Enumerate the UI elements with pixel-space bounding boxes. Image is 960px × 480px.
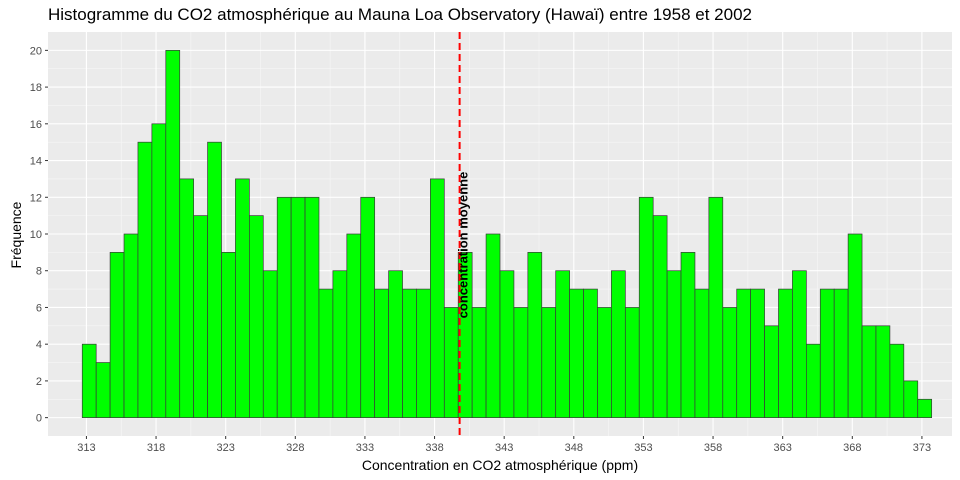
histogram-bar bbox=[903, 380, 919, 418]
x-tick-label: 318 bbox=[147, 442, 165, 454]
y-tick-label: 0 bbox=[36, 413, 42, 425]
x-tick-label: 333 bbox=[356, 442, 374, 454]
histogram-bar bbox=[847, 233, 863, 418]
histogram-bar bbox=[722, 307, 738, 418]
histogram-bar bbox=[276, 196, 292, 418]
histogram-bar bbox=[889, 343, 905, 418]
histogram-bar bbox=[708, 196, 724, 418]
y-tick-label: 2 bbox=[36, 376, 42, 388]
histogram-bar bbox=[179, 178, 195, 418]
x-tick-label: 313 bbox=[77, 442, 95, 454]
histogram-bar bbox=[165, 50, 181, 418]
histogram-bar bbox=[207, 141, 222, 418]
x-tick-label: 363 bbox=[773, 442, 791, 454]
histogram-bar bbox=[499, 270, 515, 418]
x-tick-label: 353 bbox=[634, 442, 652, 454]
histogram-bar bbox=[137, 141, 153, 418]
x-tick-label: 373 bbox=[913, 442, 931, 454]
x-tick-label: 368 bbox=[843, 442, 861, 454]
histogram-bar bbox=[652, 215, 668, 418]
histogram-bar bbox=[527, 252, 543, 418]
histogram-bar bbox=[569, 288, 584, 418]
y-axis-label: Fréquence bbox=[8, 201, 24, 269]
histogram-bar bbox=[624, 307, 640, 418]
histogram-bar bbox=[485, 233, 501, 418]
x-tick-label: 358 bbox=[704, 442, 722, 454]
y-tick-label: 12 bbox=[30, 192, 42, 204]
y-tick-label: 18 bbox=[30, 82, 42, 94]
histogram-bar bbox=[402, 288, 417, 418]
histogram-bar bbox=[360, 196, 376, 418]
histogram-bar bbox=[304, 196, 320, 418]
histogram-bar bbox=[193, 215, 208, 418]
histogram-bar bbox=[805, 343, 821, 418]
y-tick-label: 16 bbox=[30, 119, 42, 131]
histogram-bar bbox=[583, 288, 598, 418]
histogram-bar bbox=[262, 270, 278, 418]
y-tick-label: 14 bbox=[30, 156, 42, 168]
histogram-bar bbox=[764, 325, 779, 418]
histogram-bar bbox=[638, 196, 654, 418]
histogram-bar bbox=[513, 307, 529, 418]
histogram-bar bbox=[430, 178, 445, 418]
histogram-bar bbox=[332, 270, 348, 418]
histogram-bar bbox=[875, 325, 891, 418]
histogram-bar bbox=[95, 362, 111, 418]
histogram-bar bbox=[694, 288, 710, 418]
y-tick-label: 6 bbox=[36, 302, 42, 314]
histogram-bar bbox=[555, 270, 570, 418]
histogram-bar bbox=[778, 288, 793, 418]
histogram-bar bbox=[235, 178, 250, 418]
histogram-bar bbox=[416, 288, 431, 418]
histogram-bar bbox=[736, 288, 751, 418]
histogram-bar bbox=[388, 270, 403, 418]
histogram-bar bbox=[443, 307, 459, 418]
histogram-bar bbox=[750, 288, 765, 418]
y-tick-label: 4 bbox=[36, 339, 42, 351]
histogram-bar bbox=[374, 288, 389, 418]
histogram-bar bbox=[833, 288, 849, 418]
histogram-bar bbox=[318, 288, 334, 418]
y-tick-label: 10 bbox=[30, 229, 42, 241]
histogram-bar bbox=[541, 307, 557, 418]
histogram-bar bbox=[221, 252, 236, 418]
histogram-bar bbox=[666, 270, 682, 418]
y-tick-label: 8 bbox=[36, 266, 42, 278]
histogram-bar bbox=[611, 270, 626, 418]
histogram-bar bbox=[917, 398, 933, 418]
histogram-bar bbox=[123, 233, 139, 418]
x-axis-label: Concentration en CO2 atmosphérique (ppm) bbox=[361, 457, 639, 473]
histogram-bar bbox=[290, 196, 306, 418]
x-tick-label: 343 bbox=[495, 442, 513, 454]
y-tick-label: 20 bbox=[30, 45, 42, 57]
chart-title: Histogramme du CO2 atmosphérique au Maun… bbox=[48, 5, 752, 24]
histogram-bar bbox=[471, 307, 487, 418]
x-tick-label: 348 bbox=[565, 442, 583, 454]
histogram-bar bbox=[346, 233, 362, 418]
histogram-bar bbox=[81, 343, 97, 418]
histogram-bar bbox=[861, 325, 877, 418]
x-tick-label: 323 bbox=[217, 442, 235, 454]
x-tick-label: 328 bbox=[286, 442, 304, 454]
histogram-bar bbox=[109, 252, 125, 418]
histogram-bar bbox=[792, 270, 807, 418]
histogram-bar bbox=[819, 288, 835, 418]
histogram-bar bbox=[249, 215, 264, 418]
histogram-bar bbox=[597, 307, 612, 418]
mean-line-label: concentration moyenne bbox=[456, 172, 471, 319]
x-tick-label: 338 bbox=[425, 442, 443, 454]
histogram-bar bbox=[151, 123, 167, 418]
histogram-bar bbox=[680, 252, 696, 418]
